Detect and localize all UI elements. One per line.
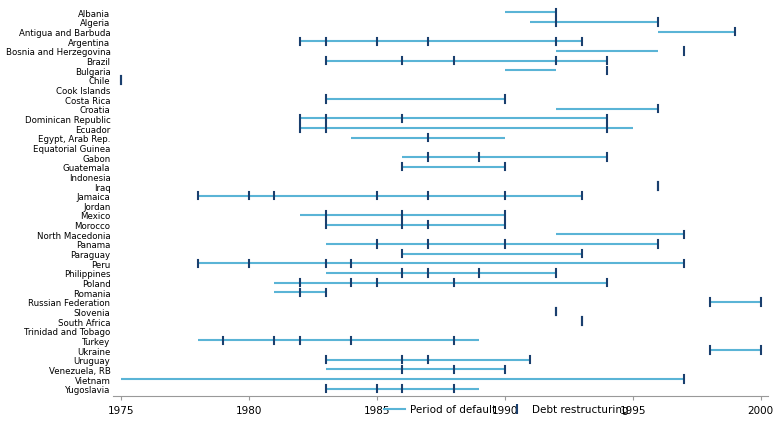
Legend: Period of default, Debt restructuring: Period of default, Debt restructuring: [380, 400, 633, 419]
